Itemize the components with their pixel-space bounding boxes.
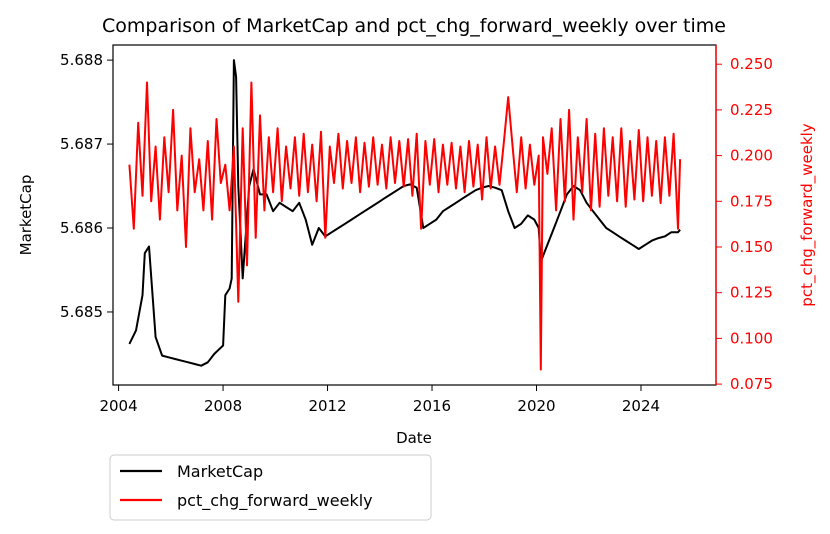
legend-label-pct-chg: pct_chg_forward_weekly [177, 491, 373, 511]
plot-lines [128, 59, 682, 371]
y-right-tick-label: 0.075 [730, 375, 773, 393]
y-right-tick-label: 0.150 [730, 238, 773, 256]
y-left-tick-label: 5.686 [60, 219, 103, 237]
x-tick-label: 2012 [308, 397, 346, 415]
y-axis-left-label: MarketCap [17, 175, 35, 256]
y-axis-left: 5.685 5.686 5.687 5.688 [60, 51, 113, 321]
y-right-tick-label: 0.125 [730, 284, 773, 302]
y-right-tick-label: 0.250 [730, 55, 773, 73]
x-tick-label: 2008 [204, 397, 242, 415]
legend-box [109, 454, 432, 521]
y-right-tick-label: 0.100 [730, 329, 773, 347]
legend-label-marketcap: MarketCap [177, 462, 263, 481]
y-left-tick-label: 5.687 [60, 135, 103, 153]
y-right-tick-label: 0.175 [730, 192, 773, 210]
y-axis-right: 0.075 0.100 0.125 0.150 0.175 0.200 0.225 0.250 [715, 45, 773, 393]
y-right-tick-label: 0.225 [730, 101, 773, 119]
chart-title: Comparison of MarketCap and pct_chg_forw… [102, 15, 726, 37]
series-line-marketcap [128, 59, 681, 367]
x-tick-label: 2016 [413, 397, 451, 415]
plot-frame [112, 44, 717, 386]
legend: MarketCap pct_chg_forward_weekly [109, 454, 432, 521]
y-axis-right-label: pct_chg_forward_weekly [798, 123, 817, 307]
y-left-tick-label: 5.688 [60, 51, 103, 69]
x-tick-label: 2024 [622, 397, 660, 415]
x-axis-label: Date [396, 429, 432, 447]
series-line-pct-chg-forward-weekly [128, 81, 682, 371]
x-tick-label: 2020 [517, 397, 555, 415]
x-axis: 2004 2008 2012 2016 2020 2024 [99, 385, 660, 415]
y-left-tick-label: 5.685 [60, 303, 103, 321]
x-tick-label: 2004 [99, 397, 137, 415]
y-right-tick-label: 0.200 [730, 147, 773, 165]
